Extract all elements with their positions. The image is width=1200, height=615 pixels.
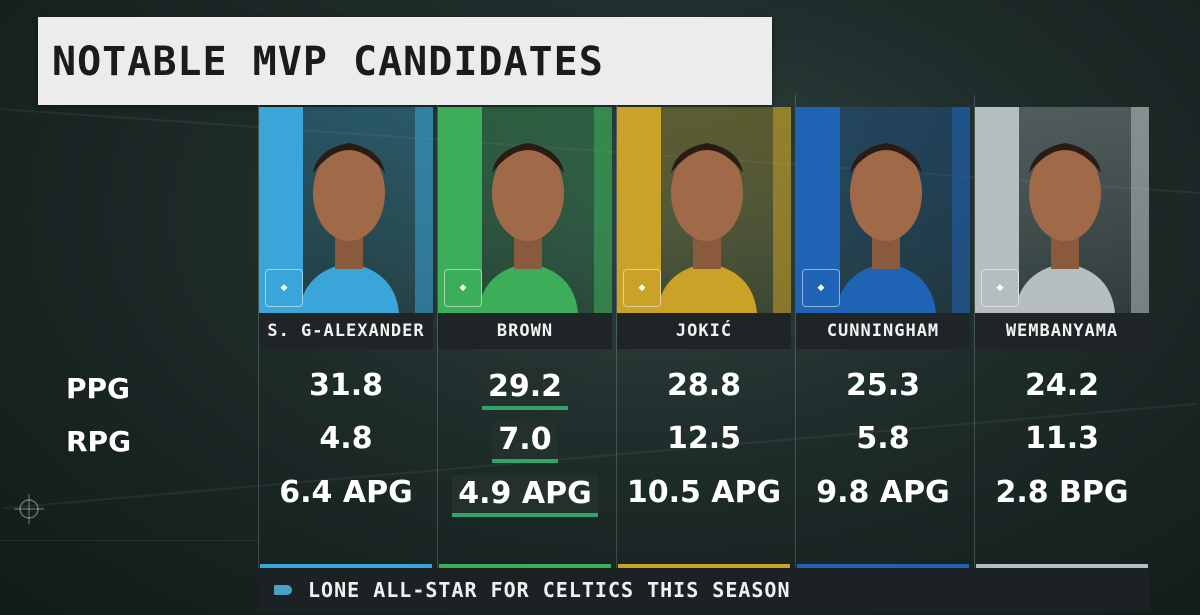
team-color-stripe xyxy=(415,107,433,313)
extra-stat-text: 6.4 APG xyxy=(279,475,413,510)
court-line xyxy=(0,540,260,541)
rpg-text: 5.8 xyxy=(856,421,910,456)
player-photo: ◆ xyxy=(975,107,1149,313)
player-column: ◆ BROWN 29.2 7.0 4.9 APG xyxy=(437,95,614,570)
rpg-text: 12.5 xyxy=(666,421,742,456)
rpg-value: 11.3 xyxy=(975,421,1149,456)
team-color-stripe xyxy=(773,107,791,313)
row-label-rpg: RPG xyxy=(66,425,132,458)
extra-stat-value: 2.8 BPG xyxy=(975,475,1149,510)
extra-stat-value: 9.8 APG xyxy=(796,475,970,510)
ppg-value: 31.8 xyxy=(259,368,433,403)
player-name: CUNNINGHAM xyxy=(796,313,970,349)
spurs-logo-icon: ◆ xyxy=(981,269,1019,307)
player-name: JOKIĆ xyxy=(617,313,791,349)
extra-stat-value: 10.5 APG xyxy=(617,475,791,510)
ppg-text: 28.8 xyxy=(666,368,742,403)
team-color-bar xyxy=(439,564,611,568)
row-label-ppg: PPG xyxy=(66,372,131,405)
footer-text: LONE ALL-STAR FOR CELTICS THIS SEASON xyxy=(308,578,791,602)
team-color-bar xyxy=(260,564,432,568)
ppg-value: 29.2 xyxy=(438,368,612,410)
team-color-stripe xyxy=(1131,107,1149,313)
player-photo: ◆ xyxy=(438,107,612,313)
team-color-bar xyxy=(797,564,969,568)
rpg-text: 4.8 xyxy=(319,421,373,456)
page-title: NOTABLE MVP CANDIDATES xyxy=(52,39,604,85)
team-color-stripe xyxy=(952,107,970,313)
ppg-text: 31.8 xyxy=(308,368,384,403)
rpg-value: 7.0 xyxy=(438,421,612,463)
extra-stat-text: 4.9 APG xyxy=(452,475,598,517)
team-color-bar xyxy=(976,564,1148,568)
ppg-text: 24.2 xyxy=(1024,368,1100,403)
footer-ticker: LONE ALL-STAR FOR CELTICS THIS SEASON xyxy=(258,568,1150,612)
team-color-stripe xyxy=(594,107,612,313)
player-photo: ◆ xyxy=(617,107,791,313)
thunder-logo-icon: ◆ xyxy=(265,269,303,307)
player-name: S. G-ALEXANDER xyxy=(259,313,433,349)
player-name: WEMBANYAMA xyxy=(975,313,1149,349)
rpg-value: 4.8 xyxy=(259,421,433,456)
extra-stat-text: 9.8 APG xyxy=(816,475,950,510)
rpg-text: 11.3 xyxy=(1024,421,1100,456)
extra-stat-text: 2.8 BPG xyxy=(995,475,1129,510)
rpg-text: 7.0 xyxy=(492,421,558,463)
player-photo: ◆ xyxy=(796,107,970,313)
ppg-text: 29.2 xyxy=(481,368,569,410)
player-column: ◆ S. G-ALEXANDER 31.8 4.8 6.4 APG xyxy=(258,95,435,570)
ppg-value: 24.2 xyxy=(975,368,1149,403)
player-photo: ◆ xyxy=(259,107,433,313)
rpg-value: 12.5 xyxy=(617,421,791,456)
crosshair-icon xyxy=(14,494,44,524)
nuggets-logo-icon: ◆ xyxy=(623,269,661,307)
ppg-value: 25.3 xyxy=(796,368,970,403)
player-column: ◆ JOKIĆ 28.8 12.5 10.5 APG xyxy=(616,95,793,570)
rpg-value: 5.8 xyxy=(796,421,970,456)
arrow-bullet-icon xyxy=(274,585,292,595)
player-name: BROWN xyxy=(438,313,612,349)
title-banner: NOTABLE MVP CANDIDATES xyxy=(38,17,772,105)
player-column: ◆ CUNNINGHAM 25.3 5.8 9.8 APG xyxy=(795,95,972,570)
pistons-logo-icon: ◆ xyxy=(802,269,840,307)
extra-stat-value: 6.4 APG xyxy=(259,475,433,510)
ppg-text: 25.3 xyxy=(845,368,921,403)
extra-stat-text: 10.5 APG xyxy=(626,475,782,510)
player-column: ◆ WEMBANYAMA 24.2 11.3 2.8 BPG xyxy=(974,95,1151,570)
ppg-value: 28.8 xyxy=(617,368,791,403)
celtics-logo-icon: ◆ xyxy=(444,269,482,307)
extra-stat-value: 4.9 APG xyxy=(438,475,612,517)
team-color-bar xyxy=(618,564,790,568)
